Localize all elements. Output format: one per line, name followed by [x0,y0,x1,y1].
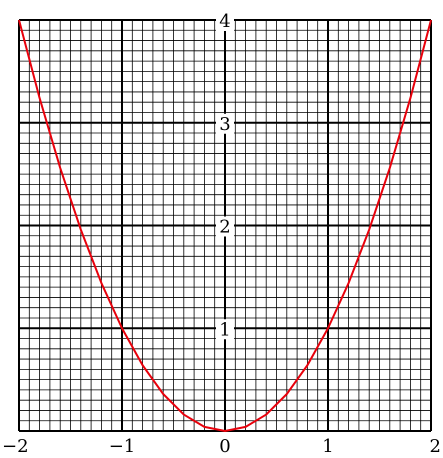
y-tick-label-mask [216,11,234,31]
y-tick-label-mask [216,113,234,134]
x-tick-label: −2 [2,436,29,457]
y-tick-label: 4 [219,11,230,32]
x-tick-label: −1 [109,436,136,457]
y-tick-label: 3 [219,114,230,135]
y-tick-label: 1 [219,319,230,340]
y-tick-label: 2 [219,217,230,238]
x-tick-label: 1 [322,436,333,457]
y-tick-label-mask [216,216,234,237]
x-tick-label: 2 [430,436,441,457]
tick-labels: 1 2 3 4 −2 −1 0 1 2 [2,11,441,457]
series-line [18,19,432,432]
y-tick-label-mask [216,319,234,340]
series-layer [18,19,432,432]
x-tick-label: 0 [219,436,230,457]
